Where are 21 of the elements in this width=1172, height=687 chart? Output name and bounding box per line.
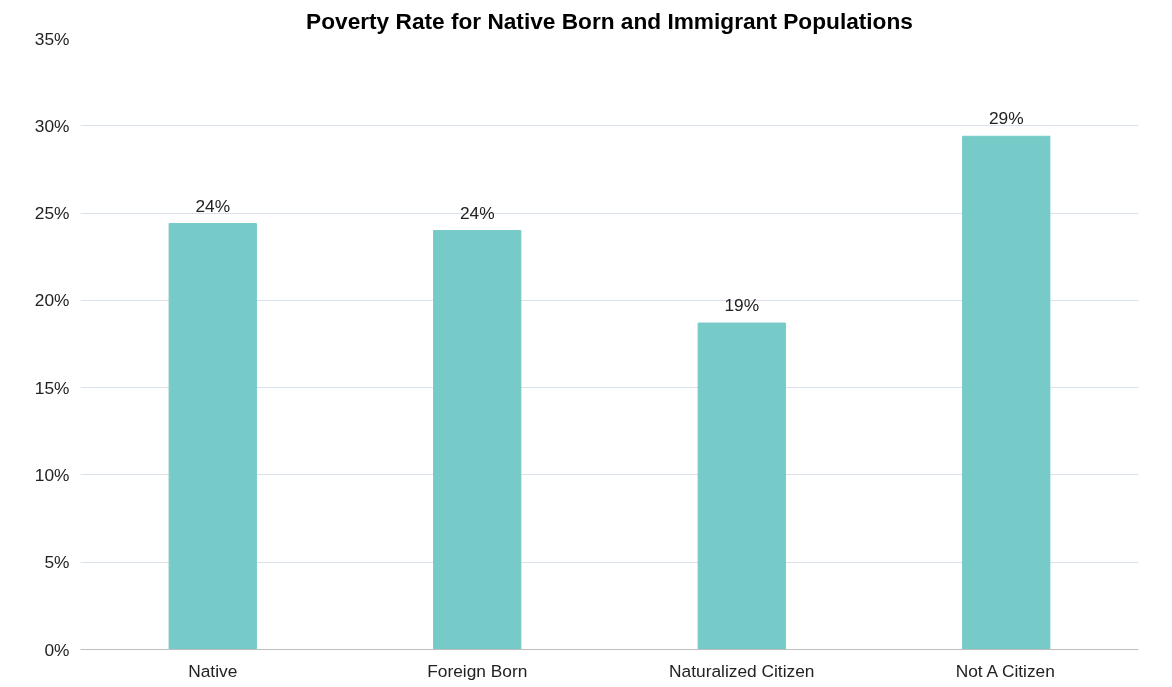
y-tick-label: 35% [34, 28, 70, 49]
y-tick-label: 0% [44, 639, 70, 660]
x-tick-label: Foreign Born [427, 660, 528, 681]
bar [697, 322, 786, 650]
y-tick-label: 20% [34, 290, 70, 311]
bar [962, 135, 1051, 650]
data-label: 24% [195, 195, 231, 216]
x-tick-label: Native [188, 660, 238, 681]
y-tick-label: 15% [34, 377, 70, 398]
bar [433, 230, 522, 650]
x-tick-label: Naturalized Citizen [669, 660, 815, 681]
y-tick-label: 10% [34, 464, 70, 485]
data-label: 29% [988, 108, 1024, 129]
chart-title: Poverty Rate for Native Born and Immigrant Populations [306, 7, 913, 34]
x-tick-label: Not A Citizen [955, 660, 1055, 681]
data-label: 19% [724, 295, 760, 316]
y-tick-label: 30% [34, 115, 70, 136]
bar [168, 223, 257, 650]
y-tick-label: 25% [34, 203, 70, 224]
data-label: 24% [459, 202, 495, 223]
y-tick-label: 5% [44, 552, 70, 573]
